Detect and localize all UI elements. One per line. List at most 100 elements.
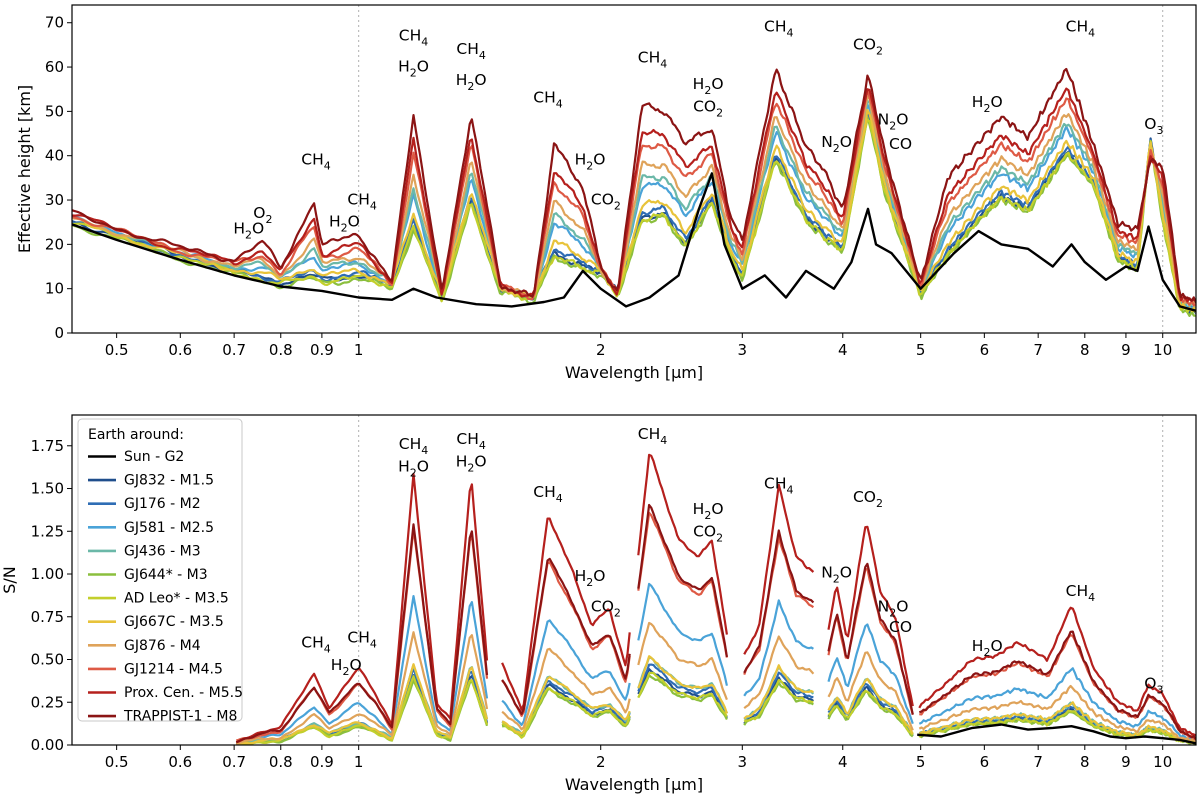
annotation-subscript: 2 <box>410 466 417 479</box>
molecule-annotation: H2O <box>456 71 487 93</box>
annotation-subscript: 4 <box>556 492 563 505</box>
annotation-subscript: 4 <box>786 484 793 497</box>
annotation-subscript: 2 <box>341 222 348 235</box>
molecule-annotation: N2O <box>878 111 909 133</box>
legend-entry: GJ876 - M4 <box>124 638 201 654</box>
molecule-annotation: CO <box>889 618 912 636</box>
x-tick-label: 5 <box>916 341 926 359</box>
annotation-subscript: 2 <box>467 461 474 474</box>
molecule-annotation: CH4 <box>301 634 330 656</box>
molecule-annotation: H2O <box>456 452 487 474</box>
annotation-base: H <box>456 71 468 89</box>
y-tick-label: 20 <box>45 235 64 253</box>
annotation-base: H <box>972 93 984 111</box>
molecule-annotation: CO2 <box>591 190 621 212</box>
annotation-subscript: 2 <box>410 66 417 79</box>
y-tick-label: 0.75 <box>31 608 64 626</box>
molecule-annotation: H2O <box>331 656 362 678</box>
annotation-base: CH <box>399 435 421 453</box>
molecule-annotation: CH4 <box>764 475 793 497</box>
top-panel-effective-height: 0.5 0.6 0.7 0.8 0.9 1 2 3 4 5 6 7 8 9 10 0 10 20 30 40 50 60 7… <box>15 4 1197 382</box>
legend-entry: GJ581 - M2.5 <box>124 520 214 536</box>
annotation-tail: O <box>990 637 1002 655</box>
annotation-tail: O <box>348 213 360 231</box>
y-tick-label: 50 <box>45 102 64 120</box>
annotation-tail: O <box>474 452 486 470</box>
annotation-subscript: 2 <box>889 607 896 620</box>
x-tick-label: 1 <box>354 341 364 359</box>
x-tick-label: 6 <box>980 341 990 359</box>
x-axis-label: Wavelength [μm] <box>565 363 703 382</box>
annotation-subscript: 2 <box>586 160 593 173</box>
y-tick-label: 1.50 <box>31 480 64 498</box>
series-line-9 <box>235 453 1196 744</box>
y-tick-label: 1.00 <box>31 565 64 583</box>
x-tick-label: 10 <box>1153 341 1172 359</box>
molecule-annotation: CO2 <box>853 488 883 510</box>
annotation-subscript: 2 <box>833 572 840 585</box>
annotation-subscript: 2 <box>614 607 621 620</box>
annotation-subscript: 4 <box>1088 27 1095 40</box>
molecule-annotation: H2O <box>575 151 606 173</box>
legend-entry: GJ436 - M3 <box>124 543 201 559</box>
plot-frame <box>71 4 1197 334</box>
annotation-base: CH <box>347 190 369 208</box>
series-line-4 <box>236 674 1196 745</box>
annotation-tail: O <box>711 75 723 93</box>
annotation-subscript: 4 <box>421 35 428 48</box>
x-tick-label: 9 <box>1121 753 1131 771</box>
molecule-annotation: CH4 <box>638 425 667 447</box>
annotation-subscript: 3 <box>1156 124 1163 137</box>
annotation-base: N <box>821 133 833 151</box>
x-tick-label: 7 <box>1033 753 1043 771</box>
annotation-base: H <box>398 457 410 475</box>
annotation-subscript: 4 <box>660 58 667 71</box>
y-tick-label: 0.00 <box>31 736 64 754</box>
legend-entry: Sun - G2 <box>124 449 184 465</box>
annotation-base: O <box>1144 115 1156 133</box>
annotation-tail: O <box>896 598 908 616</box>
annotation-subscript: 4 <box>370 637 377 650</box>
x-tick-label: 3 <box>738 341 748 359</box>
annotation-base: CH <box>399 26 421 44</box>
annotation-base: H <box>456 452 468 470</box>
annotation-base: CO <box>693 97 716 115</box>
annotation-subscript: 2 <box>265 213 272 226</box>
y-axis-label: Effective height [km] <box>15 85 34 253</box>
annotation-tail: O <box>252 219 264 237</box>
legend-title: Earth around: <box>88 427 184 443</box>
y-tick-label: 0.25 <box>31 693 64 711</box>
annotation-base: CO <box>693 522 716 540</box>
annotation-subscript: 4 <box>324 160 331 173</box>
molecule-annotation: CH4 <box>533 89 562 111</box>
annotation-subscript: 2 <box>716 106 723 119</box>
annotation-base: O <box>1144 675 1156 693</box>
molecule-annotation: O3 <box>1144 115 1163 137</box>
series-line-9 <box>72 87 1196 303</box>
x-tick-label: 0.8 <box>269 341 293 359</box>
x-tick-label: 0.8 <box>269 753 293 771</box>
annotation-subscript: 4 <box>660 434 667 447</box>
annotation-base: CH <box>638 49 660 67</box>
annotation-base: CH <box>1066 18 1088 36</box>
series-line-6 <box>236 655 1196 745</box>
x-tick-label: 0.9 <box>310 341 334 359</box>
molecule-annotation: H2O <box>972 637 1003 659</box>
molecule-annotation: CH4 <box>347 190 376 212</box>
annotation-base: H <box>575 151 587 169</box>
annotation-base: CH <box>764 475 786 493</box>
y-tick-label: 30 <box>45 191 64 209</box>
annotation-subscript: 2 <box>586 576 593 589</box>
annotation-base: N <box>821 563 833 581</box>
annotation-subscript: 4 <box>370 199 377 212</box>
annotation-base: CH <box>638 425 660 443</box>
legend-entry: TRAPPIST-1 - M8 <box>123 709 237 725</box>
annotation-subscript: 2 <box>467 80 474 93</box>
legend-entry: GJ667C - M3.5 <box>124 614 224 630</box>
annotation-tail: O <box>896 111 908 129</box>
y-tick-label: 70 <box>45 14 64 32</box>
annotation-base: CH <box>456 40 478 58</box>
annotation-tail: O <box>349 656 361 674</box>
x-tick-label: 3 <box>738 753 748 771</box>
molecule-annotation: CH4 <box>1066 582 1095 604</box>
